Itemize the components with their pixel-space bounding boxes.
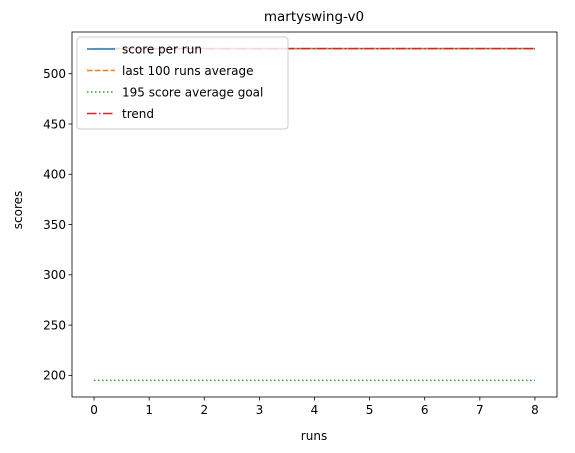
y-axis: 200 250 300 350 400 450 500 (43, 67, 72, 383)
x-tick-label: 4 (311, 403, 319, 417)
legend: score per run last 100 runs average 195 sc… (76, 36, 289, 130)
chart-title: martyswing-v0 (264, 9, 364, 25)
x-tick-label: 1 (145, 403, 153, 417)
x-tick-label: 7 (476, 403, 484, 417)
y-tick-label: 450 (43, 117, 66, 131)
y-tick-label: 350 (43, 218, 66, 232)
x-tick-label: 0 (90, 403, 98, 417)
legend-box (76, 36, 289, 130)
x-tick-label: 6 (421, 403, 429, 417)
y-tick-label: 500 (43, 67, 66, 81)
x-tick-label: 8 (531, 403, 539, 417)
y-tick-label: 400 (43, 168, 66, 182)
x-axis: 0 1 2 3 4 5 6 7 8 (90, 397, 539, 417)
y-axis-label: scores (11, 191, 25, 230)
y-tick-label: 300 (43, 268, 66, 282)
legend-label: trend (122, 107, 154, 121)
legend-label: 195 score average goal (122, 85, 263, 99)
x-tick-label: 5 (366, 403, 374, 417)
legend-label: score per run (122, 42, 202, 56)
x-axis-label: runs (301, 429, 327, 443)
x-tick-label: 2 (200, 403, 208, 417)
x-tick-label: 3 (256, 403, 264, 417)
legend-label: last 100 runs average (122, 64, 254, 78)
y-tick-label: 200 (43, 369, 66, 383)
y-tick-label: 250 (43, 318, 66, 332)
